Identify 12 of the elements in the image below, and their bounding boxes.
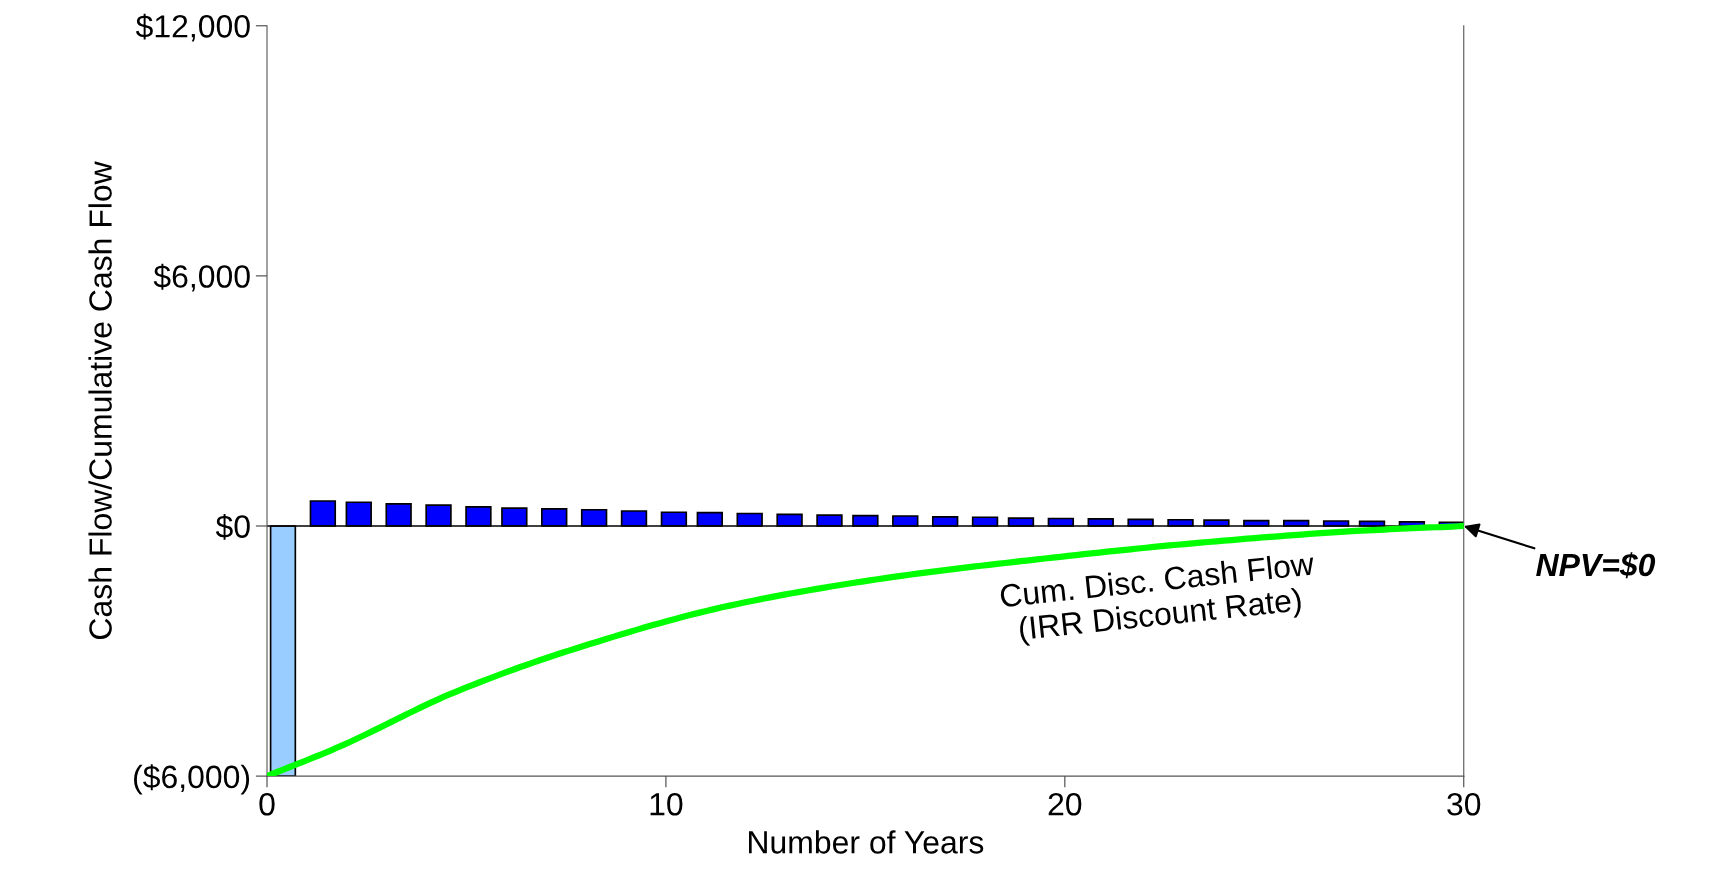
x-tick-label: 0 [259, 792, 275, 816]
y-axis-title: Cash Flow/Cumulative Cash Flow [88, 161, 112, 639]
y-tick-label: $6,000 [153, 263, 250, 292]
x-tick-label: 20 [1048, 792, 1082, 816]
x-tick-label: 30 [1447, 792, 1481, 816]
x-axis-title: Number of Years [749, 830, 984, 854]
y-tick-label: ($6,000) [134, 764, 250, 795]
y-tick-label: $12,000 [135, 13, 250, 42]
annotation: Cum. Disc. Cash Flow (IRR Discount Rate) [999, 551, 1315, 647]
x-tick-label: 10 [650, 792, 683, 816]
annotation: NPV=$0 [1536, 552, 1656, 579]
y-tick-label: $0 [215, 513, 250, 540]
